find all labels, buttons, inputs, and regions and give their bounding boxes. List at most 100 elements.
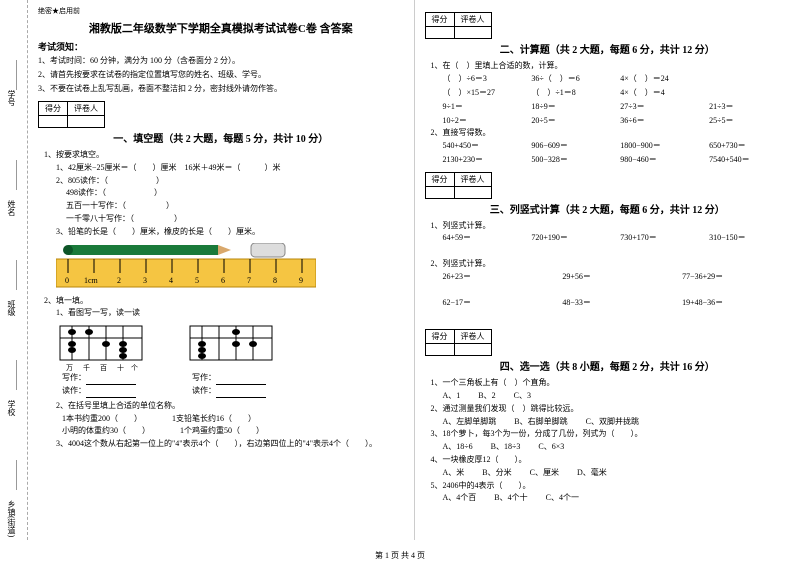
score-label: 得分 (425, 330, 454, 344)
calc-cell: 10÷2＝ (443, 115, 524, 127)
s4q5: 5、2406中的4表示（ ）。 (431, 480, 791, 493)
notice-head: 考试须知： (38, 40, 404, 53)
calc-cell: 36÷（ ）＝6 (531, 73, 612, 85)
q1-2c: 五百一十写作：（ ） (66, 200, 404, 213)
score-box: 得分评卷人 (38, 101, 404, 128)
note: 1、考试时间：60 分钟，满分为 100 分（含卷面分 2 分）。 (38, 55, 404, 67)
score-label: 得分 (425, 172, 454, 186)
q1-2d: 一千零八十写作：（ ） (66, 213, 404, 226)
calc-cell: 650+730＝ (709, 140, 790, 152)
q2-2b: 1支铅笔长约16（ ） (172, 413, 256, 426)
pencil-tip-icon (218, 245, 231, 255)
calc-cell: （ ）×15＝27 (443, 87, 524, 99)
calc-cell: 19+48−36＝ (682, 297, 790, 309)
s4q2: 2、通过测量我们发现（ ）跳得比较远。 (431, 403, 791, 416)
q1-1: 1、42厘米−25厘米＝（ ）厘米 16米＋49米＝（ ）米 (56, 162, 404, 175)
calc-cell: 540+450＝ (443, 140, 524, 152)
section-4-title: 四、选一选（共 8 小题，每题 2 分，共计 16 分） (425, 358, 791, 373)
secret-label: 绝密★启用前 (38, 6, 404, 16)
score-label: 得分 (39, 102, 68, 116)
ruler-svg: 01cm23456789 (56, 243, 316, 291)
svg-text:2: 2 (117, 276, 121, 285)
calc-cell: （ ）÷1＝8 (531, 87, 612, 99)
calc-cell: 27÷3＝ (620, 101, 701, 113)
calc-cell: 980−460＝ (620, 154, 701, 166)
right-column: 得分评卷人 二、计算题（共 2 大题，每题 6 分，共计 12 分） 1、在（ … (415, 0, 800, 540)
read-field[interactable] (86, 388, 136, 398)
calc-cell: 4×（ ）＝24 (620, 73, 701, 85)
s4q4: 4、一块橡皮厚12（ ）。 (431, 454, 791, 467)
abacus-row: 万千百十个 写作： 读作： 写作： 读作： (56, 322, 404, 398)
binding-margin: 乡镇(街道) 学校 班级 姓名 学号 (0, 0, 28, 540)
margin-label: 姓名 (6, 200, 17, 216)
q1: 1、按要求填空。 (44, 149, 404, 162)
calc-cell: 720+190＝ (531, 232, 612, 244)
svg-text:8: 8 (273, 276, 277, 285)
score-box: 得分评卷人 (425, 12, 791, 39)
q2-1: 1、看图写一写，读一读 (56, 307, 404, 320)
calc-cell: 1800−900＝ (620, 140, 701, 152)
svg-text:0: 0 (65, 276, 69, 285)
calc-cell: 9÷1＝ (443, 101, 524, 113)
write-field[interactable] (86, 375, 136, 385)
grader-label: 评卷人 (454, 330, 491, 344)
grader-label: 评卷人 (454, 172, 491, 186)
s3q2: 2、列竖式计算。 (431, 258, 791, 271)
page-footer: 第 1 页 共 4 页 (0, 550, 800, 561)
calc-cell: 500−328＝ (531, 154, 612, 166)
score-box: 得分评卷人 (425, 329, 791, 356)
calc-cell: 21÷3＝ (709, 101, 790, 113)
q2-2: 2、在括号里填上合适的单位名称。 (56, 400, 404, 413)
note: 2、请首先按要求在试卷的指定位置填写您的姓名、班级、学号。 (38, 69, 404, 81)
margin-line (16, 260, 17, 290)
ruler-figure: 01cm23456789 (56, 243, 404, 291)
section-3-title: 三、列竖式计算（共 2 大题，每题 6 分，共计 12 分） (425, 201, 791, 216)
write-field[interactable] (216, 375, 266, 385)
exam-title: 湘教版二年级数学下学期全真模拟考试试卷C卷 含答案 (38, 20, 404, 36)
calc-cell: 310−150＝ (709, 232, 790, 244)
calc-cell: 25÷5＝ (709, 115, 790, 127)
s4q1: 1、一个三角板上有（ ）个直角。 (431, 377, 791, 390)
calc-cell: （ ）÷6＝3 (443, 73, 524, 85)
s4q1-opts: A、1B、2C、3 (443, 390, 791, 403)
q2: 2、填一填。 (44, 295, 404, 308)
note: 3、不要在试卷上乱写乱画，卷面不整洁扣 2 分，密封线外请勿作答。 (38, 83, 404, 95)
calc-cell: 2130+230＝ (443, 154, 524, 166)
calc-cell: 906−609＝ (531, 140, 612, 152)
svg-text:3: 3 (143, 276, 147, 285)
grader-label: 评卷人 (454, 13, 491, 27)
margin-label: 学校 (6, 400, 17, 416)
margin-line (16, 460, 17, 490)
read-field[interactable] (216, 388, 266, 398)
calc-cell: 26+23＝ (443, 271, 551, 283)
calc-cell: 77−36+29＝ (682, 271, 790, 283)
svg-text:7: 7 (247, 276, 251, 285)
calc-grid-1: （ ）÷6＝3 36÷（ ）＝6 4×（ ）＝24 （ ）×15＝27 （ ）÷1＝8… (443, 73, 791, 127)
margin-label: 乡镇(街道) (6, 500, 17, 537)
q2-2a: 1本书约重200（ ） (62, 413, 142, 426)
page: 乡镇(街道) 学校 班级 姓名 学号 绝密★启用前 湘教版二年级数学下学期全真模… (0, 0, 800, 540)
s3q1: 1、列竖式计算。 (431, 220, 791, 233)
s2q1: 1、在（ ）里填上合适的数，计算。 (431, 60, 791, 73)
svg-text:十: 十 (117, 363, 124, 372)
q2-2d: 1个鸡蛋约重50（ ） (180, 425, 264, 438)
margin-label: 班级 (6, 300, 17, 316)
svg-text:9: 9 (299, 276, 303, 285)
margin-line (16, 160, 17, 190)
q1-3: 3、铅笔的长是（ ）厘米，橡皮的长是（ ）厘米。 (56, 226, 404, 239)
pencil-end-icon (63, 245, 73, 255)
s4q5-opts: A、4个百B、4个十C、4个一 (443, 492, 791, 505)
score-label: 得分 (425, 13, 454, 27)
s2q2: 2、直接写得数。 (431, 127, 791, 140)
calc-cell: 730+170＝ (620, 232, 701, 244)
margin-line (16, 60, 17, 90)
grader-label: 评卷人 (68, 102, 105, 116)
calc-grid-5: 62−17＝48−33＝19+48−36＝ (443, 297, 791, 309)
svg-text:千: 千 (83, 363, 90, 372)
svg-text:4: 4 (169, 276, 173, 285)
margin-line (16, 360, 17, 390)
margin-label: 学号 (6, 90, 17, 106)
calc-cell: 48−33＝ (562, 297, 670, 309)
pencil-icon (68, 245, 218, 255)
q2-3: 3、4004这个数从右起第一位上的"4"表示4个（ ），右边第四位上的"4"表示… (56, 438, 404, 451)
